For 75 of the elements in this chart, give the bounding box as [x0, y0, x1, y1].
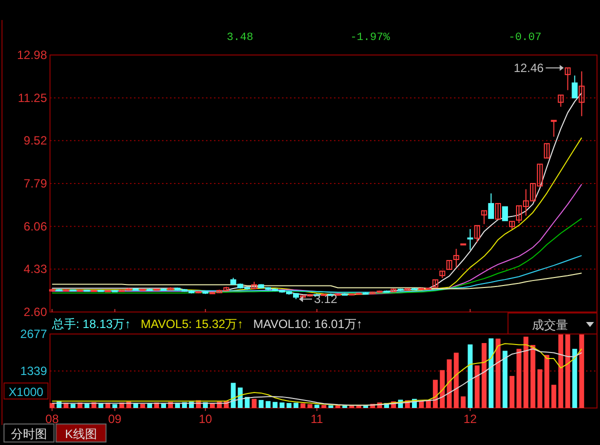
bar [280, 402, 284, 408]
bar [300, 403, 306, 408]
candlestick [474, 225, 480, 243]
text: X1000 [8, 385, 44, 399]
bar [266, 401, 271, 408]
bar [307, 404, 312, 408]
text: MAVOL10: 16.01万↑ [253, 317, 362, 331]
bar [516, 348, 522, 408]
bar [544, 354, 550, 408]
text: 总手: 18.13万↑ [51, 317, 131, 331]
bar [140, 404, 146, 408]
bar [579, 334, 584, 408]
bar [272, 402, 278, 408]
annotation: 3.12 [314, 292, 338, 306]
bar [418, 401, 424, 408]
x-tick-label: 08 [45, 412, 60, 426]
candlestick [558, 94, 564, 108]
candlestick [467, 228, 474, 250]
bar [530, 344, 536, 408]
candlestick [572, 75, 578, 98]
bar [510, 376, 514, 408]
candlestick [488, 192, 494, 219]
line-series [52, 272, 582, 290]
bar [252, 398, 257, 408]
bar [482, 343, 487, 408]
text: 分时图 [11, 427, 47, 441]
x-tick-label: 12 [464, 412, 478, 426]
candlestick [453, 248, 460, 268]
bar [112, 404, 118, 408]
text: -1.97% [350, 32, 390, 44]
bar [537, 369, 542, 408]
bar [258, 400, 264, 408]
candlestick [502, 206, 508, 222]
bar [468, 344, 473, 408]
y-tick-label: 12.98 [16, 48, 48, 62]
y-tick-label: 6.06 [24, 219, 48, 234]
annotation: 12.46 [514, 60, 544, 75]
candlestick [481, 210, 488, 225]
bar [523, 336, 528, 408]
x-tick-label: 10 [198, 412, 212, 426]
bar [488, 338, 494, 408]
bar [496, 338, 500, 408]
bar [432, 380, 438, 408]
candlestick [495, 203, 501, 220]
y-tick-label: 1339 [20, 364, 48, 378]
text: 3.48 [226, 32, 254, 44]
x-tick-label: 09 [108, 412, 122, 426]
bar [551, 384, 556, 408]
line-series [52, 218, 582, 294]
bar [294, 402, 298, 408]
bar [70, 404, 76, 408]
text: -0.07 [508, 32, 542, 44]
text: 成交量 [532, 318, 568, 332]
y-tick-label: 4.33 [24, 262, 48, 276]
candlestick [564, 67, 571, 91]
y-tick-label: 11.25 [18, 90, 48, 105]
candlestick [550, 120, 557, 138]
y-tick-label: 9.52 [24, 134, 48, 148]
bar [460, 396, 466, 408]
bar [474, 365, 480, 408]
bar [328, 405, 334, 408]
bar [321, 404, 326, 408]
x-tick-label: 11 [310, 412, 324, 426]
candlestick [578, 70, 585, 117]
bar [50, 403, 55, 408]
text: MAVOL5: 15.32万↑ [140, 317, 244, 331]
y-tick-label: 2.60 [24, 305, 48, 319]
y-tick-label: 2677 [20, 327, 48, 341]
bar [286, 403, 292, 408]
bar [314, 404, 320, 408]
y-tick-label: 7.79 [24, 176, 48, 190]
candlestick [544, 143, 550, 158]
line-series [52, 255, 582, 293]
bar [502, 350, 508, 408]
text: K线图 [64, 427, 98, 441]
